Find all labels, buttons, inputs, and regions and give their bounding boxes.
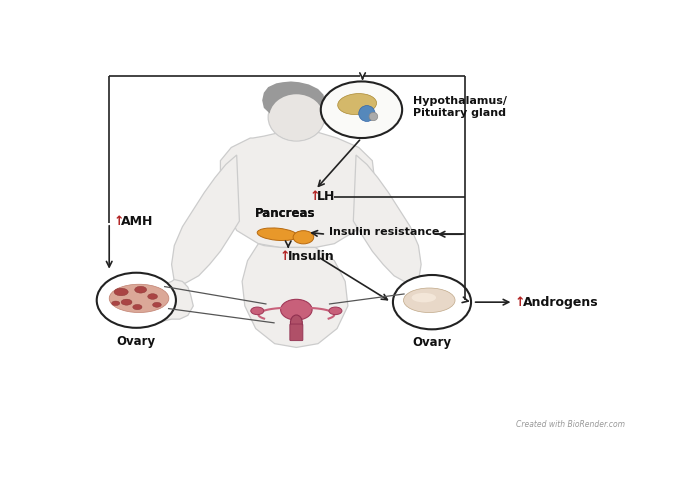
Ellipse shape xyxy=(281,299,312,320)
Text: ↑: ↑ xyxy=(113,215,124,227)
Ellipse shape xyxy=(412,293,436,302)
Polygon shape xyxy=(286,128,307,141)
Polygon shape xyxy=(172,155,239,283)
Ellipse shape xyxy=(270,94,323,140)
Text: LH: LH xyxy=(317,190,335,203)
Ellipse shape xyxy=(153,302,161,307)
Polygon shape xyxy=(220,130,375,247)
Text: Ovary: Ovary xyxy=(117,335,156,347)
Ellipse shape xyxy=(134,286,146,293)
Text: ↑: ↑ xyxy=(280,250,290,264)
Ellipse shape xyxy=(293,231,314,244)
Text: Hypothalamus/
Pituitary gland: Hypothalamus/ Pituitary gland xyxy=(413,96,507,118)
Ellipse shape xyxy=(133,304,142,310)
Text: Pancreas: Pancreas xyxy=(256,207,316,220)
Text: Ovary: Ovary xyxy=(412,336,452,349)
Text: AMH: AMH xyxy=(121,215,153,227)
Ellipse shape xyxy=(290,315,302,331)
Ellipse shape xyxy=(111,301,120,306)
Polygon shape xyxy=(354,155,421,283)
Polygon shape xyxy=(400,279,446,321)
Circle shape xyxy=(97,273,176,328)
Ellipse shape xyxy=(268,94,325,141)
Circle shape xyxy=(321,81,402,138)
Ellipse shape xyxy=(257,228,298,241)
Ellipse shape xyxy=(369,112,378,121)
Polygon shape xyxy=(147,279,193,321)
Text: Pancreas: Pancreas xyxy=(256,207,316,220)
Text: Insulin resistance: Insulin resistance xyxy=(329,227,440,237)
Ellipse shape xyxy=(337,94,377,115)
Text: ↑: ↑ xyxy=(514,295,525,309)
Text: Created with BioRender.com: Created with BioRender.com xyxy=(516,420,624,429)
Ellipse shape xyxy=(121,299,132,305)
Ellipse shape xyxy=(329,307,342,315)
Polygon shape xyxy=(242,244,348,347)
Text: Androgens: Androgens xyxy=(523,295,598,309)
FancyBboxPatch shape xyxy=(290,324,303,341)
Ellipse shape xyxy=(403,288,455,313)
Ellipse shape xyxy=(251,307,264,315)
Text: Insulin: Insulin xyxy=(288,250,335,264)
Ellipse shape xyxy=(114,288,128,296)
Ellipse shape xyxy=(358,105,375,122)
Circle shape xyxy=(393,275,471,329)
Polygon shape xyxy=(262,81,325,123)
Ellipse shape xyxy=(148,294,158,299)
Text: ↑: ↑ xyxy=(310,190,321,203)
Ellipse shape xyxy=(109,284,169,313)
